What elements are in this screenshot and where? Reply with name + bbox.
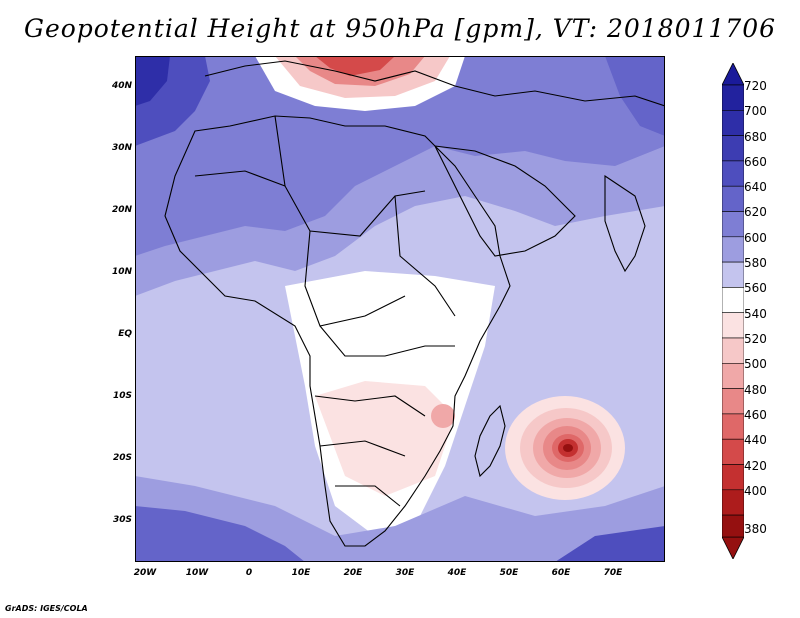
colorbar-label-620: 620 [744,205,767,219]
geopotential-map [135,56,665,562]
lon-label-10w: 10W [185,568,209,578]
colorbar-swatch-540 [722,287,744,313]
colorbar-label-660: 660 [744,155,767,169]
field-africa-520 [315,381,455,496]
field-nw-700 [135,56,170,106]
colorbar-swatch-560 [722,261,744,288]
field-north-620 [135,56,665,256]
lat-label-eq: EQ [118,329,132,339]
colorbar-label-560: 560 [744,281,767,295]
colorbar-bottom-arrow [722,536,744,559]
colorbar-swatch-640 [722,160,744,187]
lon-label-60e: 60E [551,568,571,578]
colorbar-swatch-460 [722,388,744,415]
colorbar-swatch-gap [722,514,744,538]
colorbar-swatch-420 [722,438,744,465]
lat-label-20n: 20N [111,205,132,215]
lon-label-40e: 40E [447,568,467,578]
colorbar-swatch-520 [722,312,744,339]
colorbar-swatch-600 [722,211,744,238]
lon-label-70e: 70E [603,568,623,578]
colorbar-label-400: 400 [744,484,767,498]
colorbar-label-640: 640 [744,180,767,194]
colorbar-swatch-500 [722,337,744,364]
colorbar-swatch-440 [722,413,744,440]
colorbar-label-700: 700 [744,104,767,118]
colorbar-label-680: 680 [744,130,767,144]
colorbar-label-580: 580 [744,256,767,270]
lon-label-20w: 20W [133,568,157,578]
lat-label-10n: 10N [111,267,132,277]
field-mozambique-low [431,404,455,428]
colorbar-swatch-680 [722,109,744,136]
colorbar-label-720: 720 [744,79,767,93]
colorbar-label-440: 440 [744,433,767,447]
colorbar-swatch-480 [722,362,744,389]
colorbar-swatch-660 [722,135,744,162]
lon-label-0: 0 [245,568,253,578]
colorbar-label-500: 500 [744,357,767,371]
field-south-640 [135,506,305,562]
grads-credit: GrADS: IGES/COLA [5,604,88,613]
coastlines [164,60,665,547]
colorbar-label-380: 380 [744,522,767,536]
field-med-440 [315,56,395,76]
colorbar-swatch-620 [722,185,744,212]
map-frame [135,56,665,562]
colorbar-top-arrow [722,63,744,86]
lon-label-30e: 30E [395,568,415,578]
lon-label-20e: 20E [343,568,363,578]
map-title: Geopotential Height at 950hPa [gpm], VT:… [23,14,777,43]
colorbar-swatch-580 [722,236,744,263]
colorbar-swatch-400 [722,464,744,491]
lat-label-40n: 40N [111,81,132,91]
map-panel [135,56,665,562]
cyclone-rings [505,396,625,500]
lat-label-30s: 30S [112,515,132,525]
lon-label-50e: 50E [499,568,519,578]
colorbar-label-520: 520 [744,332,767,346]
colorbar-swatch-700 [722,84,744,111]
lat-label-30n: 30N [111,143,132,153]
colorbar-label-480: 480 [744,383,767,397]
lat-label-10s: 10S [112,391,132,401]
colorbar-label-420: 420 [744,459,767,473]
lon-label-10e: 10E [291,568,311,578]
colorbar-label-600: 600 [744,231,767,245]
colorbar-label-460: 460 [744,408,767,422]
colorbar-swatch-380 [722,489,744,516]
lat-label-20s: 20S [112,453,132,463]
field-south-se-640 [555,526,665,562]
colorbar [722,63,744,559]
colorbar-label-540: 540 [744,307,767,321]
